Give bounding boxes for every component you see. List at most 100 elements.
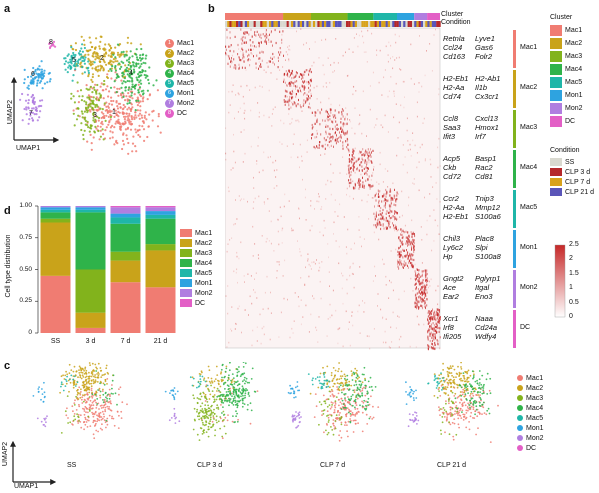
heat-cell-low <box>349 265 351 268</box>
umap-point <box>59 391 61 394</box>
umap-point <box>36 119 39 122</box>
umap-point <box>99 411 102 414</box>
gene-label: Slpi <box>475 243 488 252</box>
umap-point <box>112 61 115 64</box>
heat-cell-high <box>349 174 351 177</box>
umap-point <box>481 374 484 377</box>
umap-point <box>469 415 472 418</box>
heat-cell-high <box>343 132 345 135</box>
umap-point <box>453 418 456 420</box>
bar-segment <box>145 250 176 288</box>
umap-point <box>105 426 107 429</box>
heat-cell-high <box>290 92 292 95</box>
umap-point <box>246 381 249 384</box>
heat-cell-high <box>418 300 420 303</box>
umap-point <box>76 413 78 415</box>
umap-point <box>466 376 469 379</box>
heat-cell-low <box>311 261 313 264</box>
heat-cell-high <box>390 190 392 193</box>
umap-point <box>200 410 203 412</box>
umap-point <box>77 415 79 418</box>
heat-cell-low <box>400 260 402 262</box>
heat-cell-low <box>261 86 263 88</box>
heat-cell-high <box>425 306 426 310</box>
swatch-icon <box>550 188 562 196</box>
heat-cell-high <box>413 240 415 243</box>
umap-point <box>80 122 83 125</box>
legend-label: Mac2 <box>177 49 195 57</box>
heat-cell-high <box>429 325 430 328</box>
heat-cell-high <box>363 186 365 189</box>
umap-point <box>479 397 482 399</box>
umap-point <box>110 103 114 106</box>
umap-point <box>100 111 103 114</box>
heat-cell-high <box>346 146 348 149</box>
heat-cell-low <box>388 345 390 348</box>
umap-point <box>110 60 113 63</box>
heat-cell-low <box>433 34 435 36</box>
heat-cell-high <box>398 237 400 240</box>
umap-point <box>143 116 146 119</box>
heat-cell-low <box>285 59 286 61</box>
heat-cell-low <box>227 312 229 315</box>
heat-cell-high <box>423 292 425 295</box>
heat-cell-high <box>311 137 312 140</box>
gene-label: Ifi205 <box>443 332 462 341</box>
umap-point <box>360 383 363 386</box>
heat-cell-low <box>398 298 400 301</box>
heat-cell-low <box>398 346 400 348</box>
heat-cell-high <box>288 98 290 101</box>
rowbar-segment <box>513 310 516 348</box>
umap-point <box>104 421 107 424</box>
heat-cell-high <box>438 314 440 317</box>
umap-point <box>366 390 369 393</box>
heat-cell-low <box>298 208 300 210</box>
umap-point <box>128 95 131 98</box>
heat-cell-low <box>276 277 278 279</box>
legend-label: Mac4 <box>177 69 195 77</box>
umap-point <box>461 391 464 393</box>
umap-point <box>106 405 109 408</box>
heat-cell-high <box>437 319 439 322</box>
heat-cell-high <box>265 38 266 41</box>
umap-point <box>157 112 160 116</box>
umap-point <box>99 129 102 132</box>
umap-point <box>108 414 111 417</box>
heat-cell-low <box>412 290 414 292</box>
heat-cell-high <box>396 212 398 215</box>
umap-point <box>83 100 86 103</box>
heat-cell-high <box>406 254 408 257</box>
heat-cell-low <box>430 163 432 166</box>
umap-point <box>67 379 70 382</box>
umap-point <box>361 392 363 395</box>
heat-cell-high <box>422 285 424 288</box>
umap-point <box>471 388 474 391</box>
umap-point <box>197 381 200 384</box>
umap-point <box>25 113 28 116</box>
heat-cell-high <box>382 217 384 220</box>
heat-cell-high <box>339 135 341 139</box>
heat-cell-high <box>385 212 387 215</box>
umap-point <box>86 419 89 421</box>
annot-condition-block <box>359 21 362 27</box>
umap-point <box>338 386 341 388</box>
umap-point <box>332 385 335 388</box>
heat-cell-low <box>288 200 290 202</box>
umap-point <box>338 439 341 442</box>
umap-point <box>465 416 468 419</box>
umap-point <box>102 413 105 415</box>
gene-list-right: H2-Ab1 Il1b Cx3cr1 <box>475 74 500 101</box>
annot-condition-block <box>304 21 307 27</box>
umap-point <box>96 54 99 57</box>
umap-point <box>334 369 337 372</box>
heat-cell-high <box>359 185 361 188</box>
umap-point <box>70 369 73 371</box>
heat-cell-high <box>296 80 298 83</box>
umap-point <box>73 375 76 378</box>
umap-point <box>107 54 110 57</box>
umap-point <box>60 375 63 378</box>
umap-a-legend: 1 Mac1 2 Mac2 3 Mac3 4 Mac4 5 Mac5 6 Mon1 7 Mon… <box>165 38 195 118</box>
heat-cell-high <box>371 174 373 177</box>
umap-point <box>367 404 369 407</box>
heat-cell-low <box>280 215 282 218</box>
